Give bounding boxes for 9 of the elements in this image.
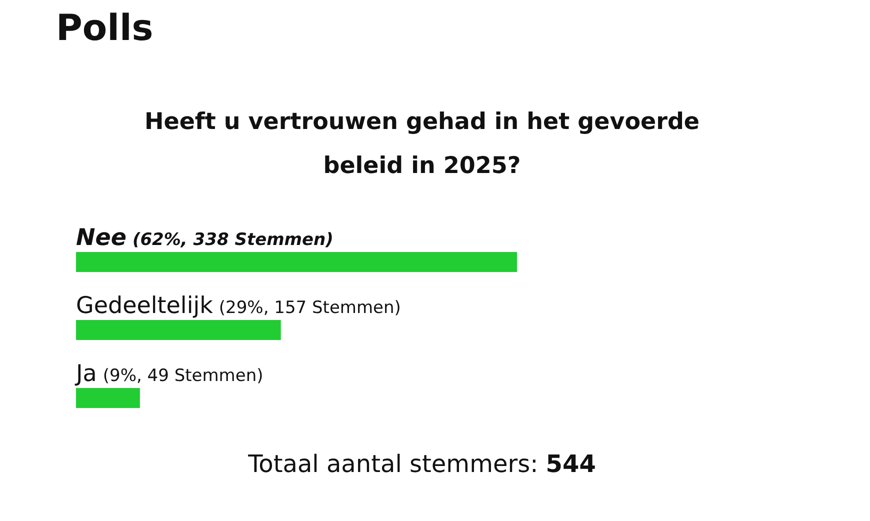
data-label: (9%, 49 Stemmen) xyxy=(102,366,264,386)
data-label: (62%, 338 Stemmen) xyxy=(132,230,334,250)
data-label: (29%, 157 Stemmen) xyxy=(218,298,401,318)
chart-subtitle: Heeft u vertrouwen gehad in het gevoerde beleid in 2025? xyxy=(143,108,701,181)
y-tick-label: Gedeeltelijk xyxy=(76,293,214,319)
y-tick-label: Ja xyxy=(74,361,97,387)
y-tick-label: Nee xyxy=(76,225,126,251)
chart-title: Polls xyxy=(56,8,154,49)
text: Totaal aantal stemmers: 544 xyxy=(247,450,597,478)
